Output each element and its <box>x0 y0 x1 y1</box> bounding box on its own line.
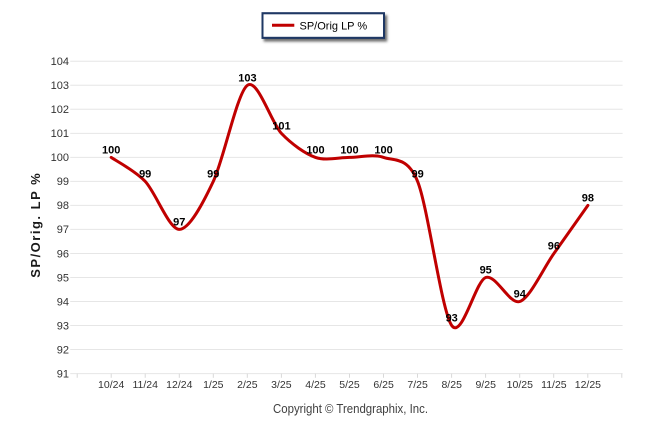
svg-text:93: 93 <box>57 320 69 332</box>
svg-text:7/25: 7/25 <box>407 379 428 391</box>
svg-text:99: 99 <box>57 176 69 188</box>
svg-text:99: 99 <box>207 168 219 180</box>
svg-text:103: 103 <box>238 72 256 84</box>
svg-text:95: 95 <box>57 272 69 284</box>
svg-text:98: 98 <box>582 192 594 204</box>
svg-text:103: 103 <box>51 80 69 92</box>
svg-text:9/25: 9/25 <box>475 379 496 391</box>
svg-text:Copyright © Trendgraphix, Inc.: Copyright © Trendgraphix, Inc. <box>273 401 428 416</box>
svg-text:104: 104 <box>51 56 69 68</box>
svg-text:100: 100 <box>374 144 392 156</box>
svg-text:11/24: 11/24 <box>132 379 158 391</box>
svg-text:100: 100 <box>102 144 120 156</box>
svg-text:97: 97 <box>173 216 185 228</box>
svg-text:10/25: 10/25 <box>507 379 533 391</box>
svg-text:SP/Orig. LP %: SP/Orig. LP % <box>28 172 43 278</box>
svg-text:92: 92 <box>57 344 69 356</box>
svg-text:96: 96 <box>57 248 69 260</box>
svg-text:96: 96 <box>548 241 560 253</box>
svg-text:95: 95 <box>480 265 492 277</box>
svg-text:8/25: 8/25 <box>441 379 462 391</box>
svg-text:10/24: 10/24 <box>98 379 124 391</box>
svg-text:97: 97 <box>57 224 69 236</box>
svg-text:12/25: 12/25 <box>575 379 601 391</box>
svg-text:93: 93 <box>446 313 458 325</box>
svg-text:94: 94 <box>514 289 527 301</box>
svg-text:94: 94 <box>57 296 69 308</box>
svg-text:1/25: 1/25 <box>203 379 224 391</box>
svg-text:101: 101 <box>51 128 69 140</box>
svg-text:99: 99 <box>139 168 151 180</box>
svg-text:99: 99 <box>411 168 423 180</box>
svg-text:2/25: 2/25 <box>237 379 258 391</box>
svg-text:101: 101 <box>272 120 290 132</box>
svg-text:91: 91 <box>57 368 69 380</box>
svg-text:6/25: 6/25 <box>373 379 394 391</box>
svg-text:100: 100 <box>340 144 358 156</box>
svg-text:100: 100 <box>51 152 69 164</box>
svg-text:102: 102 <box>51 104 69 116</box>
svg-text:SP/Orig LP %: SP/Orig LP % <box>300 20 368 32</box>
svg-text:12/24: 12/24 <box>166 379 192 391</box>
svg-text:11/25: 11/25 <box>541 379 567 391</box>
svg-text:3/25: 3/25 <box>271 379 292 391</box>
svg-text:100: 100 <box>306 144 324 156</box>
svg-text:4/25: 4/25 <box>305 379 326 391</box>
svg-text:5/25: 5/25 <box>339 379 360 391</box>
svg-text:98: 98 <box>57 200 69 212</box>
